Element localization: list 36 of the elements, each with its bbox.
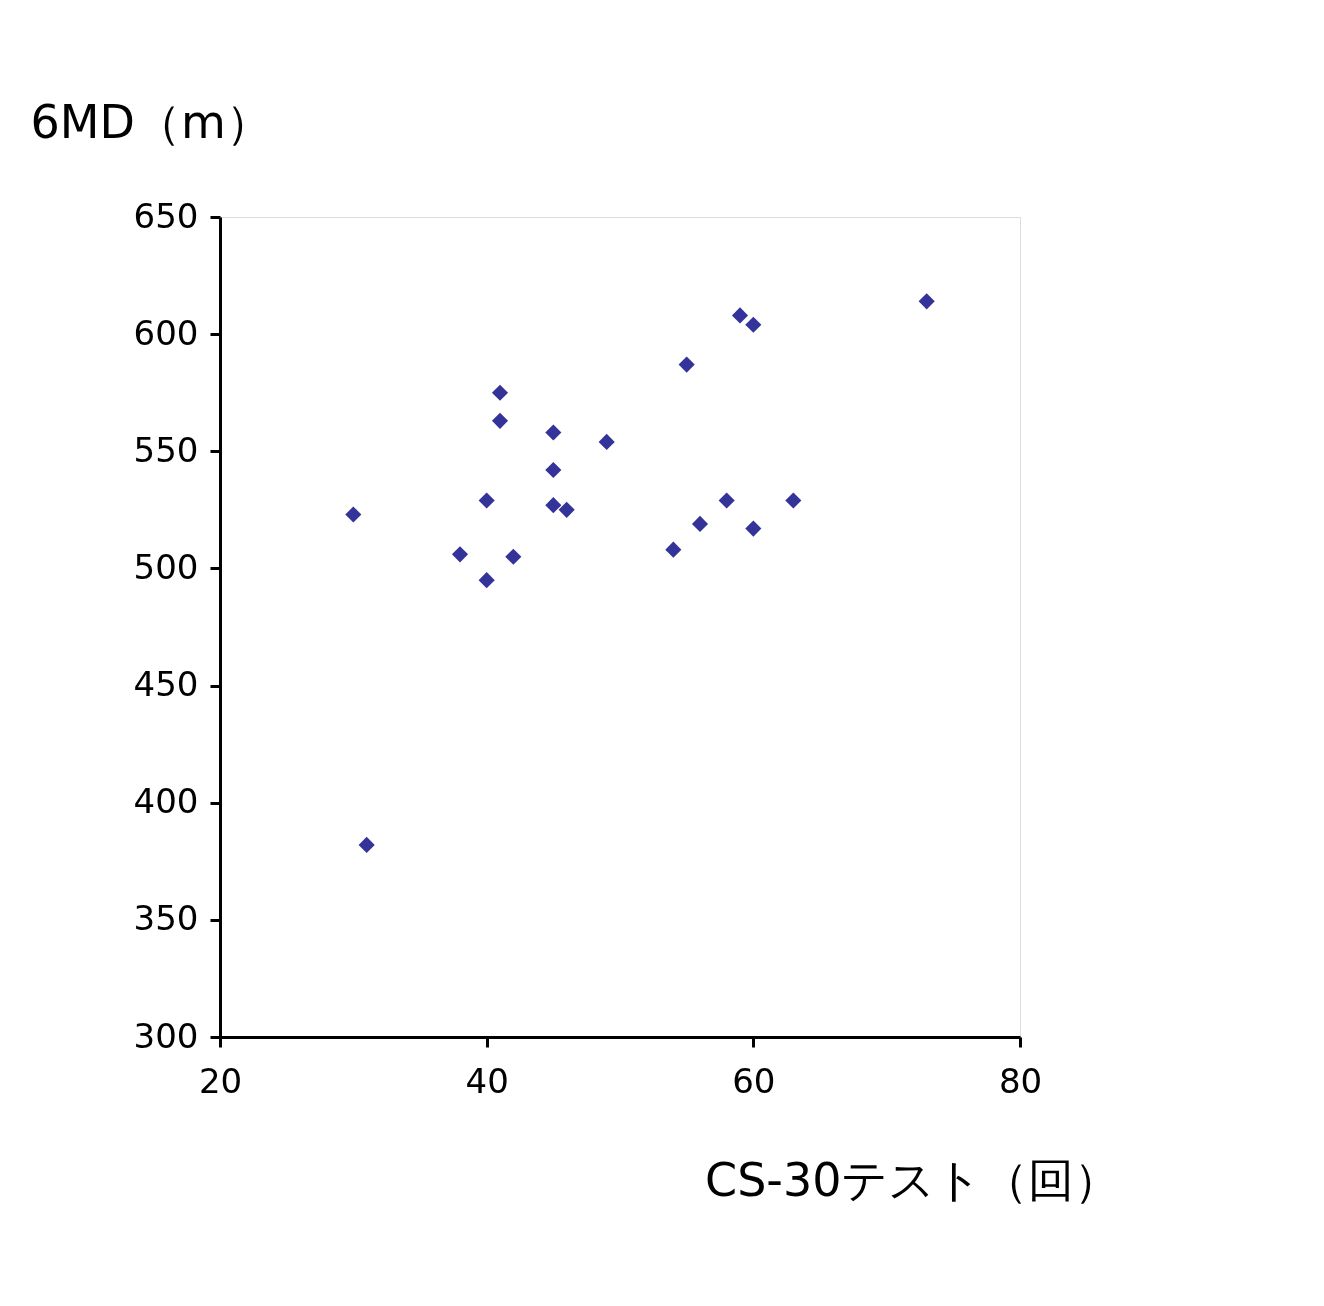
point (598, 433, 615, 450)
y-tick-label: 550 (133, 429, 199, 470)
point (745, 316, 762, 333)
point (718, 492, 735, 509)
y-axis-title: 6MD（m） (30, 94, 272, 149)
point (345, 506, 362, 523)
x-tick-label: 20 (198, 1060, 243, 1101)
point (505, 548, 522, 565)
point (478, 572, 495, 589)
point (665, 541, 682, 558)
y-tick-label: 500 (133, 546, 199, 587)
point (491, 412, 509, 429)
point (745, 520, 762, 537)
x-tick-label: 40 (465, 1060, 509, 1101)
point (785, 492, 802, 509)
point (478, 492, 495, 509)
y-tick-label: 600 (133, 312, 199, 353)
point (678, 356, 695, 373)
y-tick-label: 350 (133, 898, 199, 939)
point (545, 461, 562, 479)
point (918, 293, 935, 310)
point (545, 497, 562, 514)
y-tick-label: 400 (133, 781, 199, 822)
y-tick-label: 450 (133, 664, 199, 705)
point (451, 546, 469, 563)
point (731, 307, 749, 324)
point (358, 836, 375, 853)
point (545, 424, 562, 441)
y-tick-label: 650 (133, 195, 199, 236)
y-tick-label: 300 (133, 1015, 199, 1056)
x-tick-label: 60 (732, 1060, 776, 1101)
x-tick-label: 80 (998, 1060, 1043, 1101)
x-axis-title: CS-30テスト（回） (705, 1152, 1121, 1207)
point (691, 515, 709, 532)
point (491, 384, 509, 401)
point (558, 501, 575, 518)
